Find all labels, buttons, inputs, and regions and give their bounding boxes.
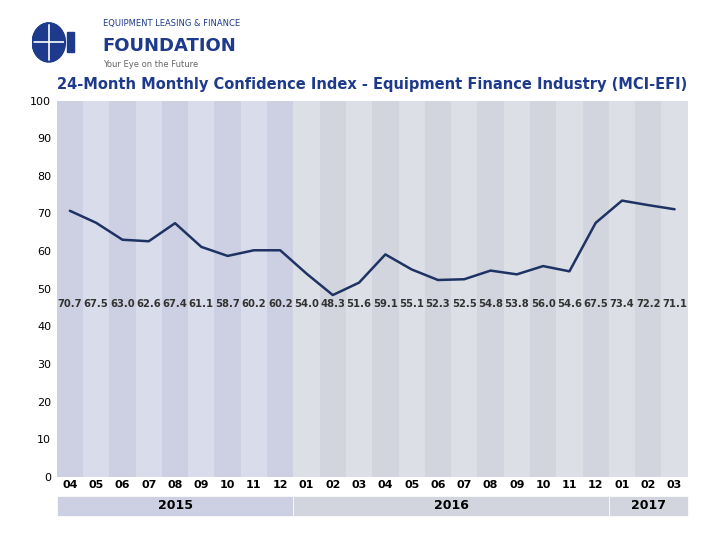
- Bar: [477, 100, 503, 477]
- Bar: [57, 495, 294, 516]
- Bar: [188, 100, 214, 477]
- Text: 71.1: 71.1: [662, 299, 687, 309]
- Text: 2015: 2015: [157, 499, 193, 512]
- Bar: [294, 495, 609, 516]
- Circle shape: [33, 23, 65, 62]
- Bar: [398, 100, 425, 477]
- Text: 59.1: 59.1: [373, 299, 398, 309]
- Title: 24-Month Monthly Confidence Index - Equipment Finance Industry (MCI-EFI): 24-Month Monthly Confidence Index - Equi…: [57, 77, 687, 93]
- Text: 52.3: 52.3: [425, 299, 450, 309]
- Bar: [346, 100, 372, 477]
- Bar: [557, 100, 583, 477]
- Text: FOUNDATION: FOUNDATION: [103, 37, 237, 55]
- Text: 73.4: 73.4: [610, 299, 635, 309]
- Text: 60.2: 60.2: [268, 299, 293, 309]
- Bar: [267, 100, 294, 477]
- Bar: [241, 100, 267, 477]
- Bar: [109, 100, 135, 477]
- Text: 2016: 2016: [434, 499, 469, 512]
- Bar: [214, 100, 241, 477]
- Text: 70.7: 70.7: [57, 299, 82, 309]
- Bar: [635, 100, 661, 477]
- Text: 56.0: 56.0: [531, 299, 555, 309]
- Bar: [425, 100, 451, 477]
- Bar: [372, 100, 398, 477]
- Text: 2017: 2017: [631, 499, 666, 512]
- Bar: [503, 100, 530, 477]
- Text: 62.6: 62.6: [136, 299, 161, 309]
- Bar: [294, 100, 320, 477]
- Bar: [609, 100, 635, 477]
- Text: EQUIPMENT LEASING & FINANCE: EQUIPMENT LEASING & FINANCE: [103, 19, 240, 28]
- Text: 72.2: 72.2: [636, 299, 661, 309]
- Bar: [451, 100, 477, 477]
- Bar: [162, 100, 188, 477]
- Text: 51.6: 51.6: [347, 299, 372, 309]
- Text: 63.0: 63.0: [110, 299, 135, 309]
- Bar: [661, 100, 688, 477]
- Text: 67.5: 67.5: [584, 299, 608, 309]
- Bar: [320, 100, 346, 477]
- Text: 55.1: 55.1: [399, 299, 424, 309]
- Text: 67.5: 67.5: [84, 299, 108, 309]
- Text: 54.8: 54.8: [478, 299, 503, 309]
- Bar: [57, 100, 83, 477]
- Text: 53.8: 53.8: [505, 299, 529, 309]
- Bar: [67, 32, 74, 53]
- Text: 52.5: 52.5: [452, 299, 476, 309]
- Text: 48.3: 48.3: [320, 299, 345, 309]
- Text: 54.6: 54.6: [557, 299, 582, 309]
- Bar: [530, 100, 557, 477]
- Text: 60.2: 60.2: [242, 299, 266, 309]
- Text: 61.1: 61.1: [189, 299, 214, 309]
- Text: 54.0: 54.0: [294, 299, 319, 309]
- Bar: [609, 495, 688, 516]
- Bar: [83, 100, 109, 477]
- Text: 67.4: 67.4: [162, 299, 187, 309]
- Text: Your Eye on the Future: Your Eye on the Future: [103, 60, 198, 69]
- Text: 58.7: 58.7: [216, 299, 240, 309]
- Bar: [583, 100, 609, 477]
- Bar: [135, 100, 162, 477]
